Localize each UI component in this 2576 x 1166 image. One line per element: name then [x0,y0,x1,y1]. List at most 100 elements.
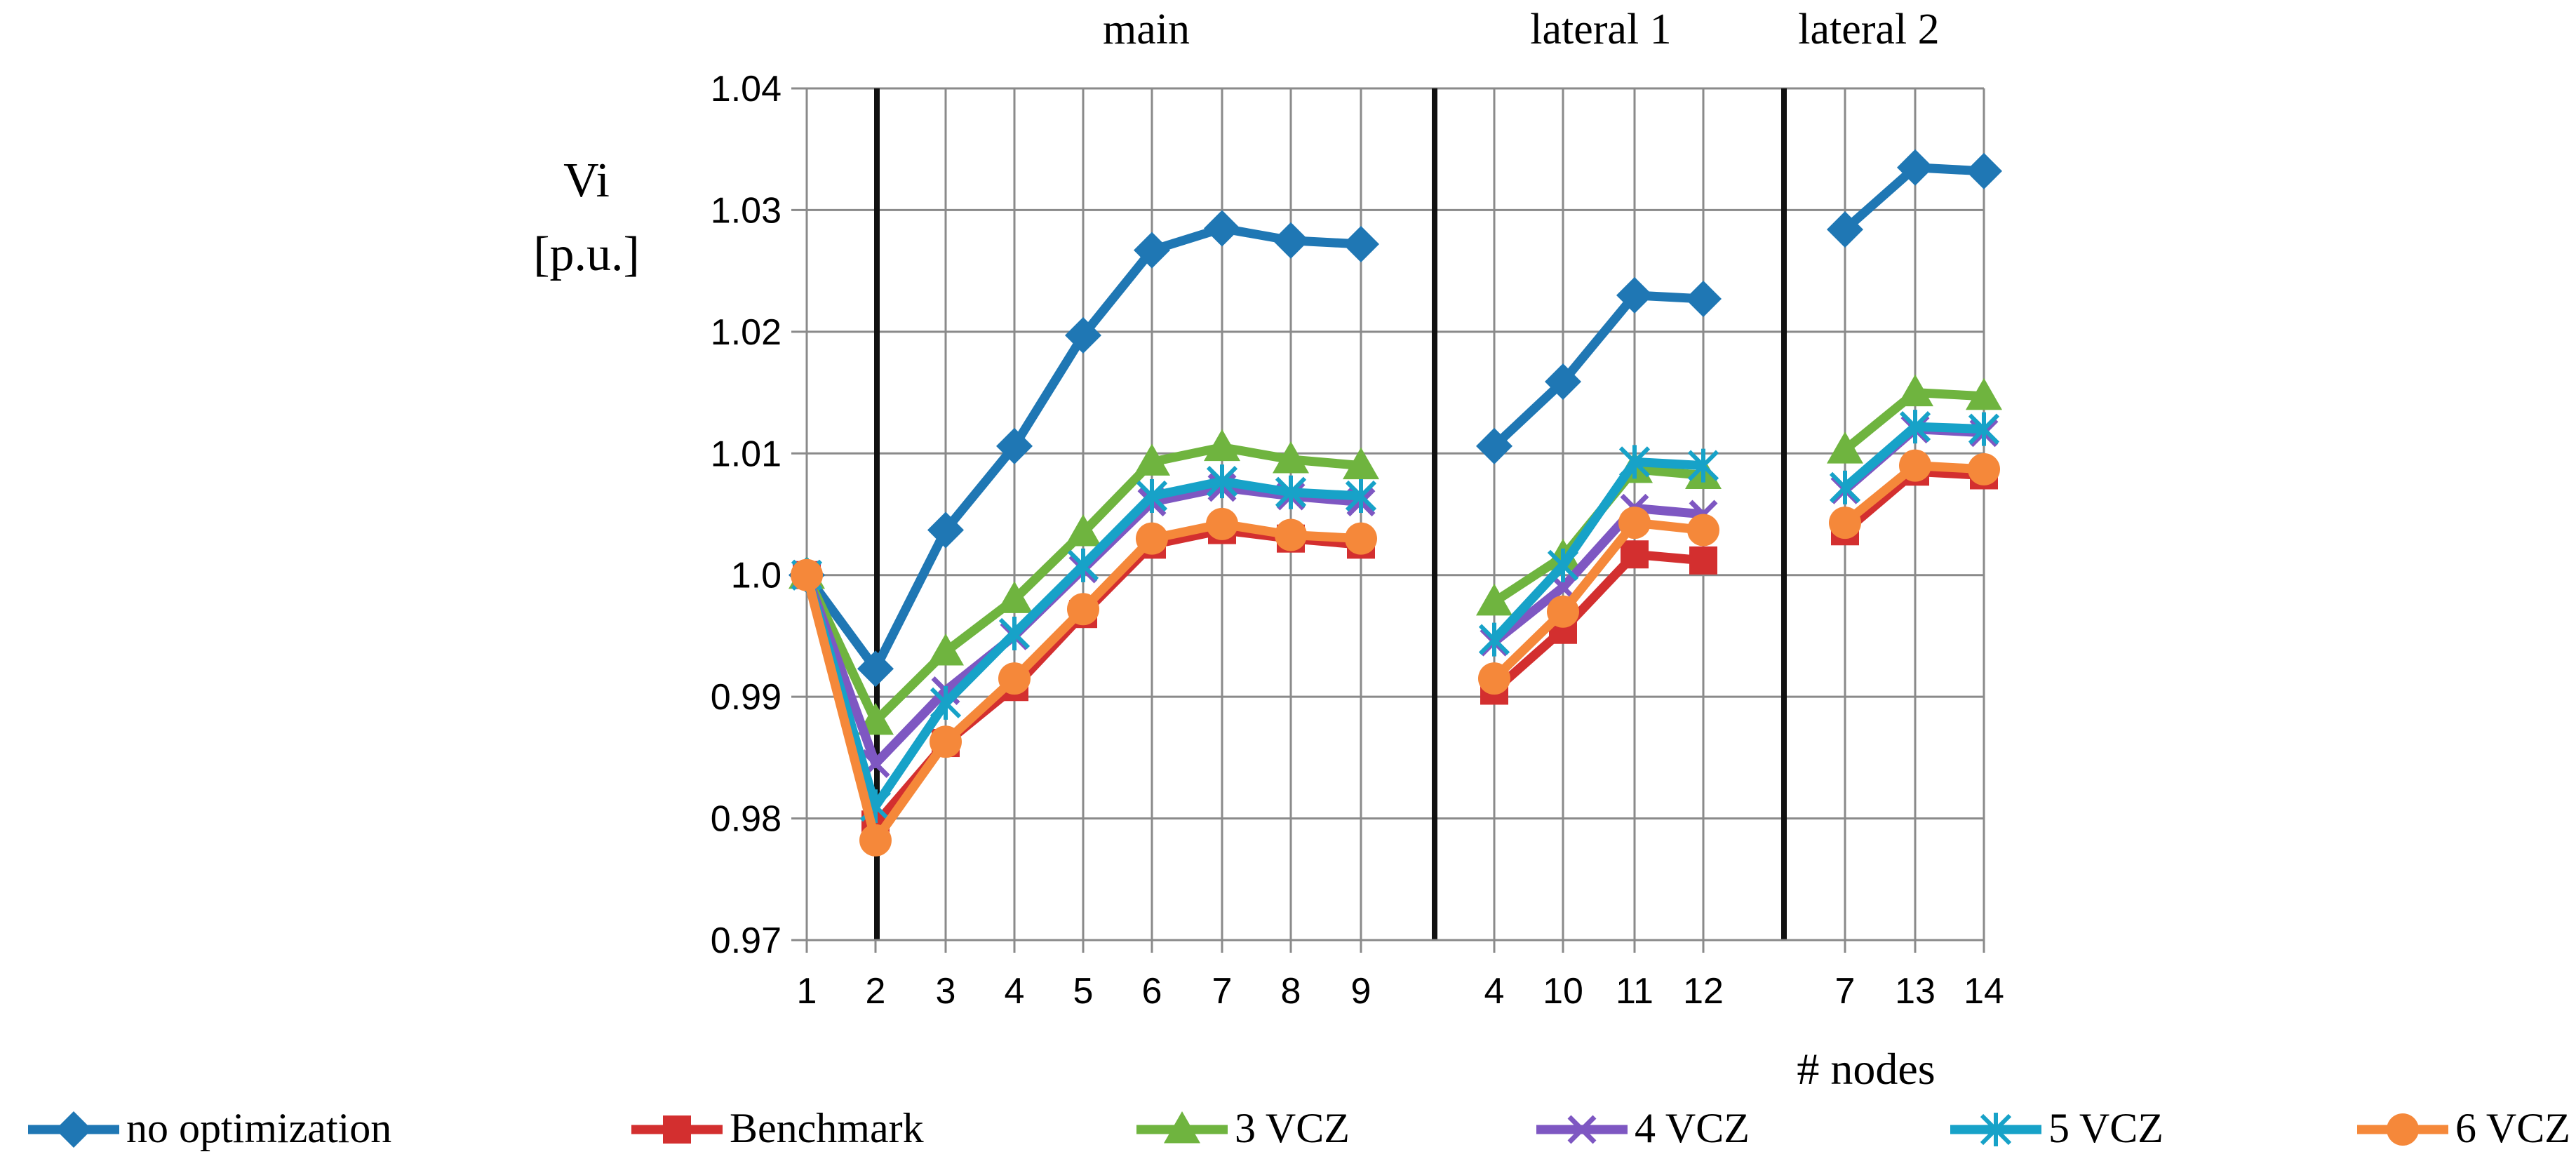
section-title: main [1103,6,1190,53]
y-tick-label: 0.98 [711,799,781,840]
legend-label: 5 VCZ [2048,1105,2164,1151]
legend-label: 3 VCZ [1235,1105,1350,1151]
data-point [1065,514,1101,547]
grid [805,87,1985,953]
y-tick-label: 1.01 [711,434,781,474]
data-point [1478,622,1510,657]
x-tick-label: 7 [1835,971,1856,1012]
legend-entry: Benchmark [631,1105,924,1151]
data-point [1616,276,1653,314]
legend: no optimization Benchmark 3 VCZ 4 VCZ 5 VCZ 6… [28,1105,2570,1151]
y-axis-label-line2: [p.u.] [533,227,640,281]
data-point [1621,540,1649,569]
data-point [1206,507,1238,540]
data-point [1273,441,1309,474]
data-point [998,662,1031,695]
data-point [1689,546,1717,575]
y-tick-label: 0.99 [711,677,781,718]
data-point [791,558,823,591]
data-point [1980,1113,2012,1146]
x-tick-label: 4 [1005,971,1025,1012]
data-point [1065,317,1101,354]
data-point [1897,149,1933,186]
data-point [1618,507,1651,540]
data-point [1343,225,1379,262]
data-point [55,1111,92,1148]
data-point [1618,445,1651,479]
section-title: lateral 2 [1798,6,1939,53]
series-6-vcz [791,449,2000,857]
x-tick-label: 6 [1142,971,1162,1012]
data-point [1545,363,1581,400]
series-5-vcz [791,410,2000,824]
x-tick-label: 4 [1484,971,1505,1012]
data-point [1134,232,1170,269]
legend-entry: 5 VCZ [1950,1105,2164,1151]
data-point [1134,443,1170,476]
x-tick-label: 2 [866,971,886,1012]
x-tick-label: 7 [1212,971,1233,1012]
data-point [930,725,962,758]
data-point [1687,514,1719,547]
x-tick-label: 9 [1351,971,1371,1012]
data-point [1067,548,1099,582]
legend-label: 4 VCZ [1635,1105,1750,1151]
x-tick-label: 10 [1543,971,1583,1012]
series-line [1491,518,1704,682]
legend-entry: no optimization [28,1105,391,1151]
data-point [1547,595,1579,628]
y-tick-label: 1.02 [711,312,781,353]
data-point [1136,522,1168,555]
data-point [1275,475,1307,509]
x-tick-label: 5 [1073,971,1094,1012]
series-benchmark [793,457,1998,839]
data-point [1567,1115,1597,1144]
data-point [996,427,1033,464]
data-point [1275,518,1307,551]
labels: Vi [p.u.] # nodes main lateral 1 lateral 2 [533,6,1940,1094]
data-point [1685,281,1722,318]
data-point [996,581,1033,613]
legend-entry: 3 VCZ [1136,1105,1350,1151]
data-point [1547,548,1579,582]
x-tick-label: 1 [797,971,817,1012]
legend-label: 6 VCZ [2455,1105,2570,1151]
data-point [1067,593,1099,626]
legend-label: Benchmark [730,1105,924,1151]
data-point [927,633,964,666]
series-line [1491,290,1704,450]
data-point [1478,662,1510,695]
series-line [1491,457,1704,643]
x-tick-label: 3 [936,971,956,1012]
data-point [1273,222,1309,259]
data-point [1827,431,1863,464]
data-point [1345,478,1377,513]
y-axis-label-line1: Vi [563,154,610,208]
data-point [1345,522,1377,555]
data-point [1476,583,1512,616]
data-point [1968,453,2000,485]
data-point [1968,412,2000,446]
data-point [2387,1113,2419,1146]
data-point [1476,427,1512,464]
series-line [1491,503,1704,646]
data-point [857,650,894,688]
legend-label: no optimization [126,1105,391,1151]
y-tick-label: 0.97 [711,920,781,961]
data-point [927,511,964,549]
data-point [1899,449,1931,482]
data-point [1827,211,1863,248]
data-point [1343,447,1379,480]
data-point [930,685,962,720]
y-tick-label: 1.0 [731,556,781,596]
data-point [1829,470,1861,504]
data-point [859,824,892,857]
data-point [1966,152,2002,189]
data-point [1206,464,1238,499]
data-point [1966,377,2002,410]
legend-entry: 4 VCZ [1536,1105,1750,1151]
data-point [1687,448,1719,483]
x-tick-label: 12 [1683,971,1724,1012]
x-tick-label: 13 [1895,971,1936,1012]
